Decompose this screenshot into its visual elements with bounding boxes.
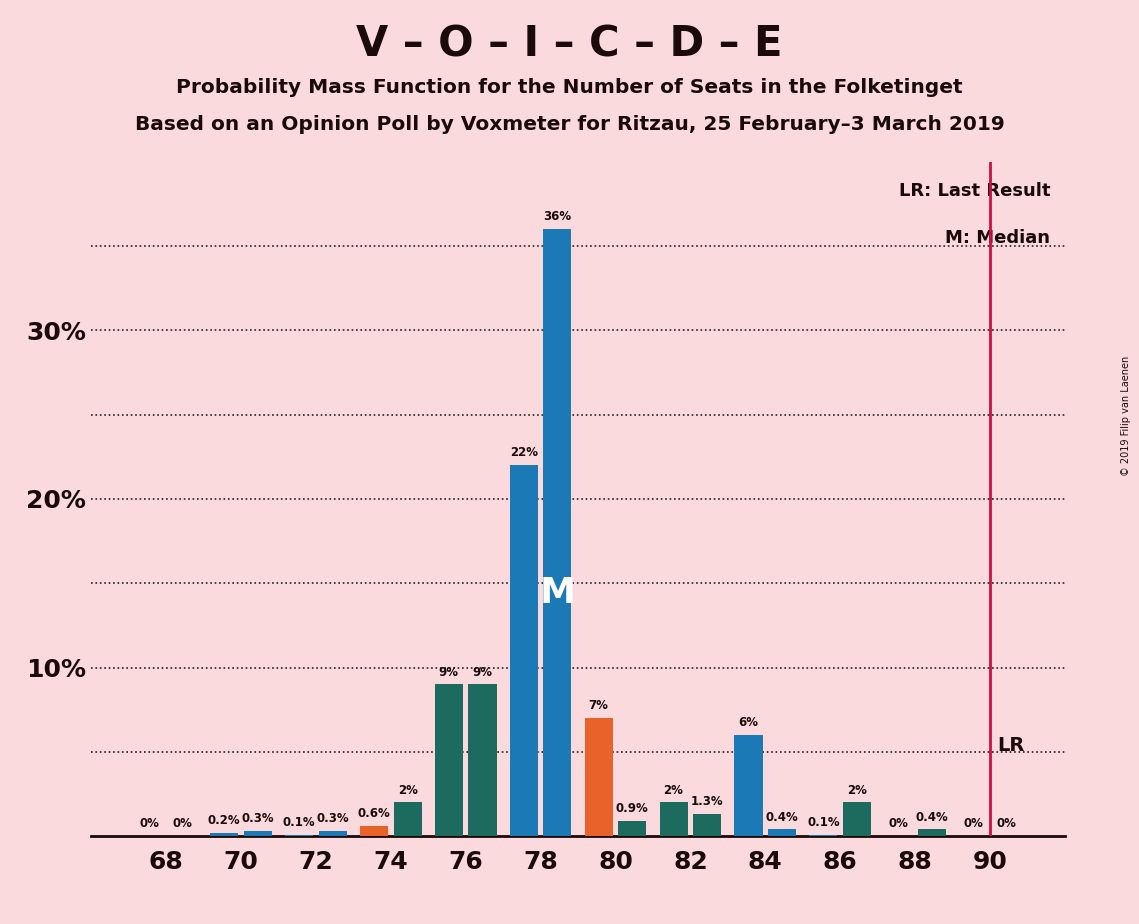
Bar [918,830,947,836]
Bar [584,718,613,836]
Text: 0.1%: 0.1% [808,816,839,829]
Text: 36%: 36% [543,211,572,224]
Bar [768,830,796,836]
Text: 0.4%: 0.4% [916,810,949,823]
Text: 0%: 0% [173,818,192,831]
Text: © 2019 Filip van Laenen: © 2019 Filip van Laenen [1121,356,1131,476]
Text: V – O – I – C – D – E: V – O – I – C – D – E [357,23,782,65]
Bar [319,832,346,836]
Text: 0.9%: 0.9% [616,802,649,815]
Text: 9%: 9% [439,665,459,678]
Text: M: M [540,577,575,611]
Text: LR: LR [997,736,1024,755]
Text: 0%: 0% [997,818,1017,831]
Text: 1.3%: 1.3% [691,796,723,808]
Text: 2%: 2% [664,784,683,796]
Text: M: Median: M: Median [945,229,1050,247]
Bar [659,802,688,836]
Bar [244,832,272,836]
Text: 2%: 2% [847,784,867,796]
Bar [735,736,762,836]
Text: Probability Mass Function for the Number of Seats in the Folketinget: Probability Mass Function for the Number… [177,78,962,97]
Bar [468,685,497,836]
Text: 0.6%: 0.6% [358,808,391,821]
Text: 0%: 0% [139,818,159,831]
Text: 22%: 22% [510,446,538,459]
Text: 6%: 6% [738,716,759,729]
Bar [810,834,837,836]
Text: 0%: 0% [964,818,983,831]
Bar [618,821,647,836]
Text: Based on an Opinion Poll by Voxmeter for Ritzau, 25 February–3 March 2019: Based on an Opinion Poll by Voxmeter for… [134,115,1005,134]
Text: 0.1%: 0.1% [282,816,316,829]
Text: 0.4%: 0.4% [765,810,798,823]
Bar [285,834,313,836]
Bar [210,833,238,836]
Bar [694,814,721,836]
Bar [509,466,538,836]
Bar [543,229,572,836]
Text: 0.3%: 0.3% [241,812,274,825]
Text: LR: Last Result: LR: Last Result [899,182,1050,200]
Text: 0.2%: 0.2% [207,814,240,827]
Bar [360,826,388,836]
Text: 9%: 9% [473,665,492,678]
Text: 7%: 7% [589,699,608,712]
Text: 0.3%: 0.3% [317,812,349,825]
Bar [394,802,421,836]
Text: 0%: 0% [888,818,908,831]
Bar [435,685,462,836]
Text: 2%: 2% [398,784,418,796]
Bar [843,802,871,836]
